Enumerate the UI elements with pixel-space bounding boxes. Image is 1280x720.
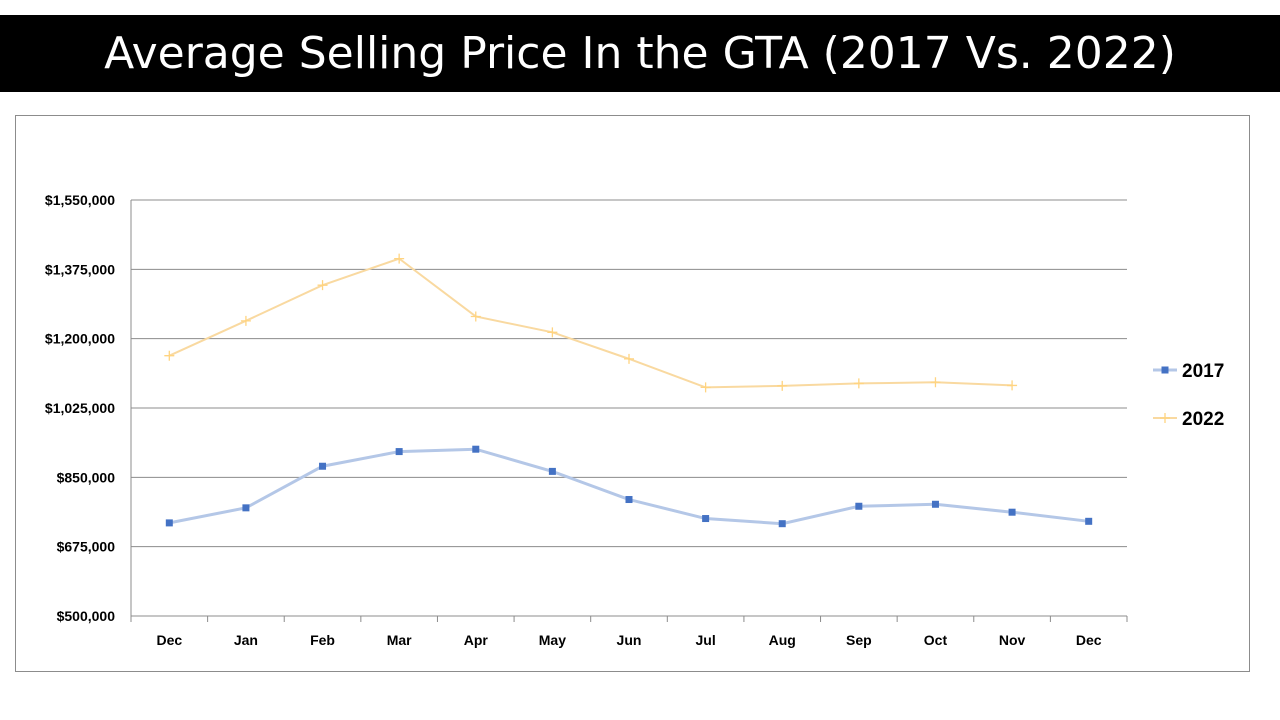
y-tick-label: $500,000	[57, 608, 116, 624]
data-point	[700, 382, 711, 393]
legend: 2017 2022	[1153, 361, 1224, 430]
x-tick-label: Aug	[769, 632, 796, 648]
data-point	[625, 496, 633, 504]
x-tick-label: Jul	[695, 632, 715, 648]
series-line	[168, 257, 1013, 389]
x-tick-label: Jan	[234, 632, 258, 648]
data-point	[472, 445, 480, 453]
chart-title: Average Selling Price In the GTA (2017 V…	[0, 15, 1280, 92]
y-tick-label: $1,375,000	[45, 261, 115, 277]
x-tick-label: Dec	[1076, 632, 1102, 648]
legend-entry: 2017	[1153, 361, 1224, 382]
y-axis-ticks: $500,000 $675,000 $850,000 $1,025,000 $1,200…	[45, 192, 115, 624]
legend-marker	[1161, 366, 1169, 374]
data-point	[853, 378, 864, 389]
data-point	[931, 500, 939, 508]
x-tick-label: Apr	[464, 632, 489, 648]
data-point	[1007, 380, 1018, 391]
x-axis-ticks: Dec Jan Feb Mar Apr May Jun Jul Aug Sep Oct Nov Dec	[156, 632, 1101, 648]
data-point	[624, 353, 634, 364]
data-point	[242, 504, 250, 512]
series-2022	[164, 253, 1018, 393]
data-point	[470, 311, 481, 322]
data-point	[319, 462, 327, 470]
data-point	[395, 448, 403, 456]
y-tick-label: $1,025,000	[45, 400, 115, 416]
x-tick-label: Mar	[387, 632, 412, 648]
data-point	[548, 467, 556, 475]
legend-label: 2017	[1182, 361, 1224, 382]
series-line	[169, 447, 1089, 526]
x-tick-label: Sep	[846, 632, 872, 648]
chart-area	[15, 115, 1250, 672]
data-point	[930, 377, 941, 388]
x-tick-label: Feb	[310, 632, 335, 648]
data-point	[1008, 508, 1016, 516]
legend-label: 2022	[1182, 409, 1224, 430]
x-tick-label: May	[539, 632, 566, 648]
x-tick-label: Oct	[924, 632, 948, 648]
series-2017	[165, 445, 1093, 528]
y-tick-label: $1,200,000	[45, 331, 115, 347]
y-tick-label: $1,550,000	[45, 192, 115, 208]
data-point	[164, 350, 175, 361]
data-point	[702, 515, 710, 523]
axes	[130, 200, 1128, 622]
y-tick-label: $850,000	[57, 469, 116, 485]
data-point	[855, 502, 863, 510]
x-tick-label: Dec	[156, 632, 182, 648]
data-point	[165, 519, 173, 527]
data-point	[240, 315, 251, 326]
x-tick-label: Jun	[617, 632, 642, 648]
data-point	[1085, 517, 1093, 525]
y-tick-label: $675,000	[57, 539, 116, 555]
data-point	[547, 327, 558, 338]
legend-marker	[1160, 413, 1170, 423]
series-group	[164, 253, 1093, 528]
gridlines	[131, 199, 1127, 548]
data-point	[317, 280, 328, 291]
data-point	[777, 380, 788, 391]
data-point	[778, 520, 786, 528]
legend-entry: 2022	[1153, 409, 1224, 430]
x-tick-label: Nov	[999, 632, 1026, 648]
data-point	[394, 253, 405, 264]
